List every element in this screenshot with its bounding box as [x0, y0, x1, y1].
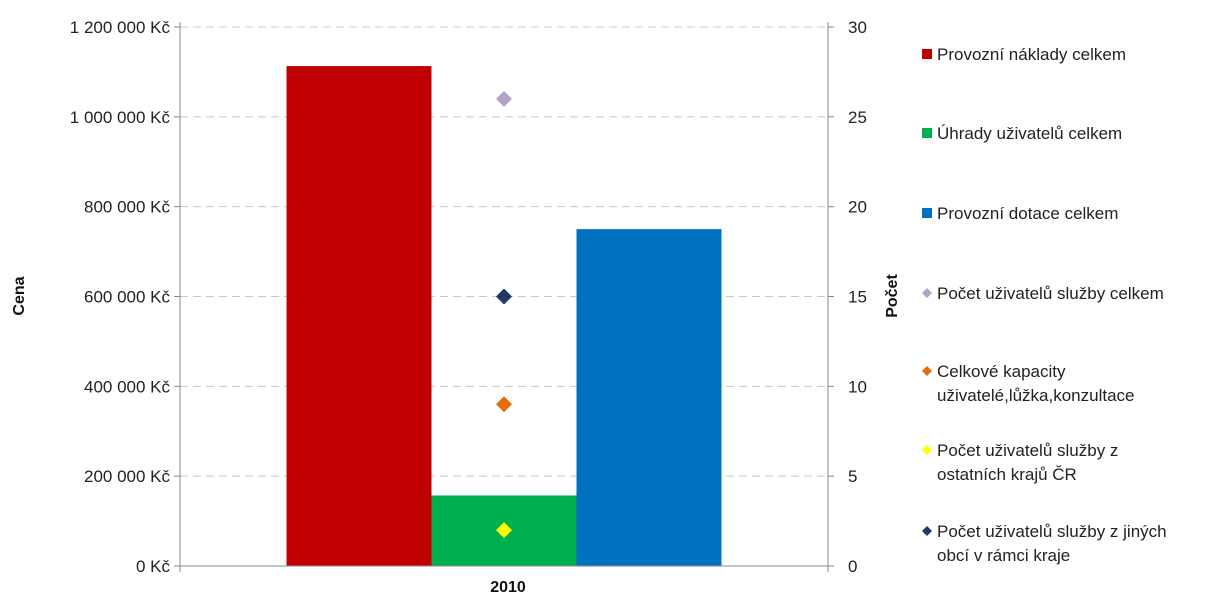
legend-swatch [922, 366, 932, 376]
legend-label: Provozní náklady celkem [937, 45, 1126, 64]
left-tick-label: 800 000 Kč [84, 198, 171, 217]
legend-item: Úhrady uživatelů celkem [922, 124, 1122, 143]
legend-label: Úhrady uživatelů celkem [937, 124, 1122, 143]
legend-label: Provozní dotace celkem [937, 204, 1118, 223]
legend-swatch [922, 208, 932, 218]
bars [286, 66, 722, 566]
right-tick-label: 5 [848, 467, 857, 486]
left-tick-label: 1 200 000 Kč [70, 18, 171, 37]
left-axis-title: Cena [11, 276, 28, 315]
legend-swatch [922, 49, 932, 59]
legend-swatch [922, 288, 932, 298]
bar-1 [286, 66, 432, 566]
left-tick-label: 0 Kč [136, 557, 171, 576]
legend-item: Počet uživatelů služby z jiných obcí v rá… [922, 522, 1167, 565]
left-tick-label: 1 000 000 Kč [70, 108, 171, 127]
legend-item: Počet uživatelů služby celkem [922, 284, 1164, 303]
left-axis-ticks: 0 Kč 200 000 Kč 400 000 Kč 600 000 Kč 800 00… [70, 18, 180, 576]
right-tick-label: 15 [848, 288, 867, 307]
legend-label: Celkové kapacity uživatelé,lůžka,konzulta… [937, 362, 1135, 405]
left-tick-label: 200 000 Kč [84, 467, 171, 486]
marker-4 [496, 288, 512, 305]
legend-item: Provozní náklady celkem [922, 45, 1126, 64]
right-axis-ticks: 0 5 10 15 20 25 30 [828, 18, 867, 576]
right-tick-label: 25 [848, 108, 867, 127]
marker-1 [496, 90, 512, 107]
marker-3 [496, 522, 512, 539]
legend-item: Počet uživatelů služby z ostatních krajů … [922, 441, 1118, 484]
markers [496, 90, 512, 539]
legend-item: Celkové kapacity uživatelé,lůžka,konzulta… [922, 362, 1135, 405]
right-tick-label: 10 [848, 377, 867, 396]
marker-2 [496, 396, 512, 413]
legend-swatch [922, 128, 932, 138]
axes [179, 22, 829, 572]
bar-3 [576, 229, 722, 566]
right-axis-title: Počet [884, 274, 901, 318]
legend-swatch [922, 526, 932, 536]
legend-label: Počet uživatelů služby z ostatních krajů … [937, 441, 1118, 484]
right-tick-label: 30 [848, 18, 867, 37]
category-label: 2010 [490, 579, 526, 596]
right-tick-label: 0 [848, 557, 857, 576]
left-tick-label: 600 000 Kč [84, 288, 171, 307]
legend: Provozní náklady celkem Úhrady uživatelů … [922, 45, 1167, 565]
left-tick-label: 400 000 Kč [84, 377, 171, 396]
legend-label: Počet uživatelů služby z jiných obcí v rá… [937, 522, 1167, 565]
legend-swatch [922, 445, 932, 455]
legend-item: Provozní dotace celkem [922, 204, 1118, 223]
legend-label: Počet uživatelů služby celkem [937, 284, 1164, 303]
right-tick-label: 20 [848, 198, 867, 217]
